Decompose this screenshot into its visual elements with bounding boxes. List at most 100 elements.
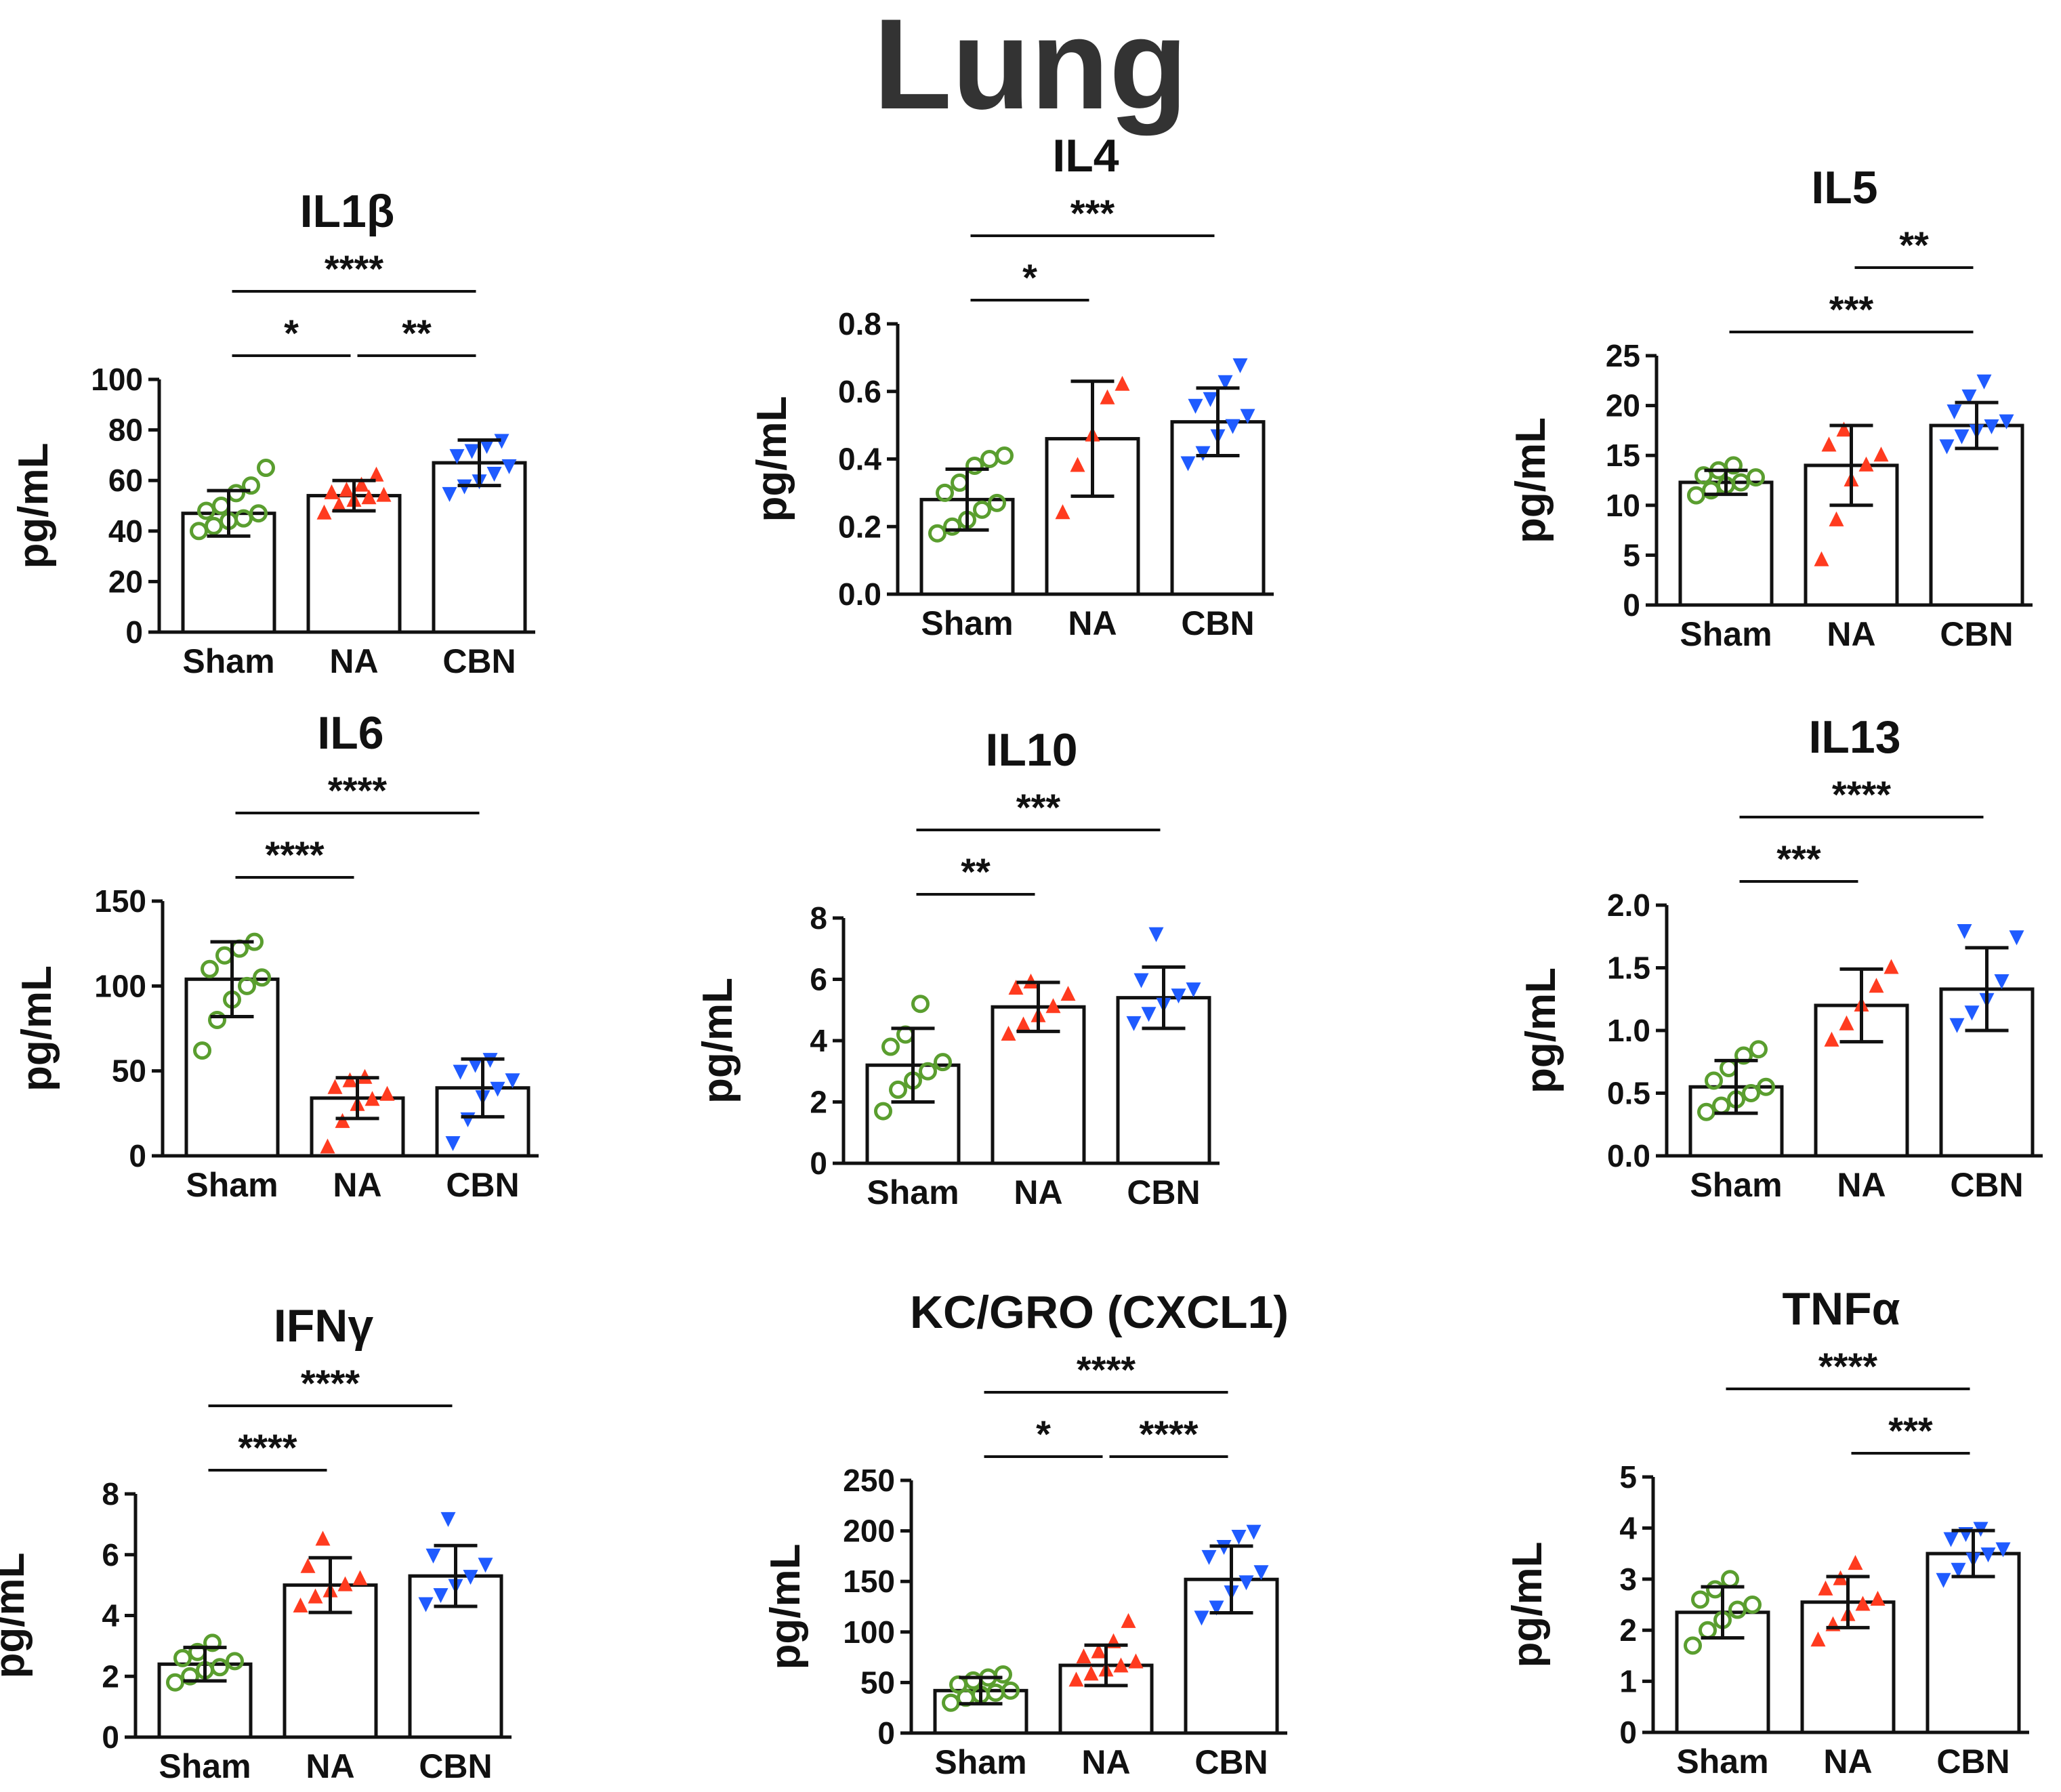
y-tick-label: 0 xyxy=(125,614,143,650)
y-tick-label: 2.0 xyxy=(1607,888,1650,923)
data-point xyxy=(1734,1046,1753,1065)
y-axis-label: pg/mL xyxy=(0,1553,33,1679)
significance-label: **** xyxy=(301,1362,360,1404)
data-point xyxy=(1961,389,1977,404)
data-point xyxy=(1697,1102,1715,1121)
data-point xyxy=(2009,930,2024,946)
y-tick-label: 2 xyxy=(102,1659,119,1694)
y-tick-label: 4 xyxy=(1619,1510,1637,1545)
data-point xyxy=(1946,404,1962,419)
data-point xyxy=(1720,1059,1738,1077)
y-tick-label: 100 xyxy=(94,968,146,1003)
category-label: NA xyxy=(1081,1743,1130,1781)
y-tick-label: 0 xyxy=(810,1146,827,1181)
y-tick-label: 0.0 xyxy=(1607,1138,1650,1173)
data-point xyxy=(211,1658,229,1677)
data-point xyxy=(316,504,332,520)
category-label: Sham xyxy=(186,1166,278,1204)
significance-label: **** xyxy=(265,833,324,876)
data-point xyxy=(365,1091,380,1106)
y-tick-label: 5 xyxy=(1619,1459,1637,1495)
data-point xyxy=(253,968,271,987)
data-point xyxy=(919,1062,937,1081)
data-point xyxy=(994,1665,1012,1684)
data-point xyxy=(1195,446,1211,461)
y-tick-label: 3 xyxy=(1619,1562,1637,1597)
y-tick-label: 10 xyxy=(1606,488,1640,523)
data-point xyxy=(936,483,954,502)
category-label: NA xyxy=(1823,1743,1872,1780)
y-axis-label: pg/mL xyxy=(694,978,741,1104)
y-tick-label: 20 xyxy=(108,564,143,599)
y-tick-label: 40 xyxy=(108,514,143,549)
figure-title: Lung xyxy=(873,0,1188,136)
y-tick-label: 2 xyxy=(810,1085,827,1120)
data-point xyxy=(433,1588,449,1604)
data-point xyxy=(874,1102,892,1121)
data-point xyxy=(1238,1575,1254,1591)
y-tick-label: 0 xyxy=(129,1138,146,1173)
data-point xyxy=(1951,1562,1966,1578)
category-label: CBN xyxy=(419,1747,492,1785)
category-label: NA xyxy=(1827,615,1875,653)
significance-label: **** xyxy=(238,1426,297,1469)
data-point xyxy=(1839,1015,1854,1030)
category-label: NA xyxy=(333,1166,381,1204)
data-point xyxy=(1180,456,1196,472)
data-point xyxy=(973,500,991,519)
panel-title: TNFα xyxy=(1783,1283,1900,1335)
data-point xyxy=(327,1079,343,1094)
data-point xyxy=(1232,358,1248,373)
bar-cbn xyxy=(1929,423,2024,607)
data-point xyxy=(1068,1671,1084,1687)
data-point xyxy=(951,473,969,492)
data-point xyxy=(173,1648,192,1667)
significance-label: ** xyxy=(402,312,432,354)
data-point xyxy=(1045,998,1061,1014)
data-point xyxy=(193,1041,211,1060)
data-point xyxy=(1869,978,1884,993)
significance-label: **** xyxy=(1077,1348,1136,1391)
data-point xyxy=(1203,392,1218,407)
data-point xyxy=(418,1597,434,1612)
y-tick-label: 50 xyxy=(112,1054,146,1089)
significance-label: **** xyxy=(325,247,383,290)
y-axis-label: pg/mL xyxy=(1507,417,1554,543)
data-point xyxy=(369,466,384,482)
data-point xyxy=(1980,1547,1996,1563)
data-point xyxy=(440,1512,456,1527)
y-axis-label: pg/mL xyxy=(10,443,57,569)
y-tick-label: 1 xyxy=(1619,1664,1637,1699)
category-label: CBN xyxy=(1194,1743,1268,1781)
data-point xyxy=(453,1064,468,1080)
y-tick-label: 8 xyxy=(810,900,827,936)
data-point xyxy=(1113,1657,1129,1673)
category-label: CBN xyxy=(1950,1166,2023,1204)
data-point xyxy=(1126,1016,1142,1031)
data-point xyxy=(201,959,219,978)
data-point xyxy=(1128,1653,1144,1669)
data-point xyxy=(486,467,502,482)
panel-8: 0 50 100 150 200 250 pg/mL KC/GRO (CXCL1) Sham NA… xyxy=(762,1287,1289,1781)
panel-title: IL6 xyxy=(317,707,383,759)
data-point xyxy=(342,1072,358,1087)
y-axis-label: pg/mL xyxy=(749,396,795,522)
data-point xyxy=(1133,973,1149,988)
data-point xyxy=(1201,1549,1217,1565)
data-point xyxy=(257,459,275,478)
significance-label: **** xyxy=(1139,1413,1198,1455)
data-point xyxy=(1225,419,1241,434)
y-tick-label: 1.5 xyxy=(1607,951,1650,986)
data-point xyxy=(320,1138,335,1154)
category-label: CBN xyxy=(1936,1743,2010,1780)
data-point xyxy=(1016,1016,1031,1032)
category-label: CBN xyxy=(442,642,516,680)
y-tick-label: 20 xyxy=(1606,388,1640,423)
panel-title: IL10 xyxy=(985,724,1077,776)
data-point xyxy=(445,1135,461,1151)
significance-label: * xyxy=(1036,1413,1051,1455)
data-point xyxy=(494,434,509,449)
y-axis-label: pg/mL xyxy=(14,965,60,1091)
